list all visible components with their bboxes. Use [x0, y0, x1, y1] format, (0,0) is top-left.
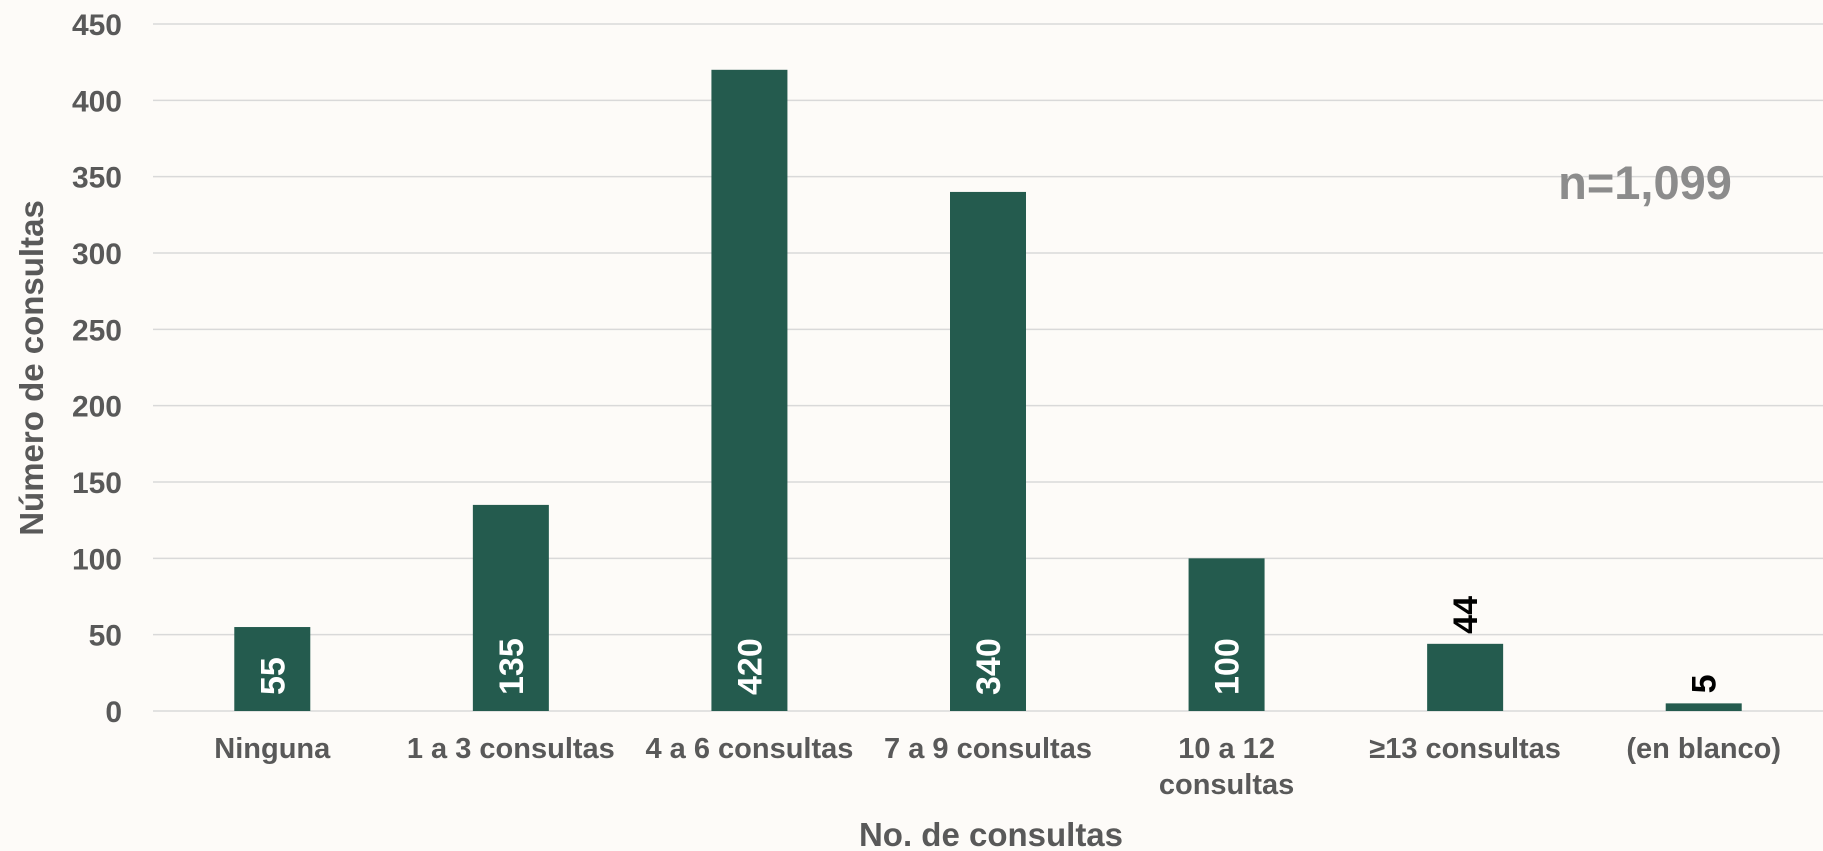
data-labels: 55 135 420 340 100 44 5	[254, 596, 1723, 695]
y-tick-label: 400	[72, 85, 122, 118]
bar	[1665, 703, 1742, 711]
data-label: 55	[254, 657, 292, 695]
x-category-label: 10 a 12	[1178, 733, 1275, 765]
bar	[711, 69, 788, 712]
y-tick-label: 250	[72, 314, 122, 347]
data-label: 420	[731, 638, 769, 695]
y-tick-label: 350	[72, 162, 122, 195]
y-tick-label: 200	[72, 391, 122, 424]
y-tick-label: 100	[72, 543, 122, 576]
data-label: 5	[1686, 674, 1724, 693]
y-tick-label: 450	[72, 9, 122, 42]
x-category-label: 7 a 9 consultas	[884, 733, 1092, 765]
y-tick-label: 150	[72, 467, 122, 500]
y-tick-label: 0	[105, 696, 122, 729]
x-axis-title: No. de consultas	[859, 816, 1123, 851]
y-axis-title: Número de consultas	[13, 200, 50, 536]
x-category-label: 4 a 6 consultas	[645, 733, 853, 765]
bar	[234, 627, 311, 711]
data-label: 44	[1447, 596, 1485, 634]
sample-size-annotation: n=1,099	[1558, 156, 1732, 209]
bar	[1188, 558, 1265, 711]
x-axis-categories: Ninguna 1 a 3 consultas 4 a 6 consultas 7 a…	[214, 733, 1781, 801]
x-category-label: consultas	[1159, 769, 1294, 801]
x-category-label: (en blanco)	[1626, 733, 1781, 765]
y-tick-label: 50	[89, 620, 122, 653]
data-label: 100	[1209, 638, 1247, 695]
bar	[950, 191, 1026, 711]
bar	[1427, 643, 1504, 711]
bars	[234, 69, 1742, 712]
x-category-label: 1 a 3 consultas	[407, 733, 615, 765]
data-label: 340	[970, 638, 1008, 695]
x-category-label: ≥13 consultas	[1369, 733, 1561, 765]
x-category-label: Ninguna	[214, 733, 331, 765]
y-tick-label: 300	[72, 238, 122, 271]
data-label: 135	[493, 638, 531, 695]
y-axis-ticks: 0 50 100 150 200 250 300 350 400 450	[72, 9, 122, 729]
bar	[472, 504, 549, 711]
